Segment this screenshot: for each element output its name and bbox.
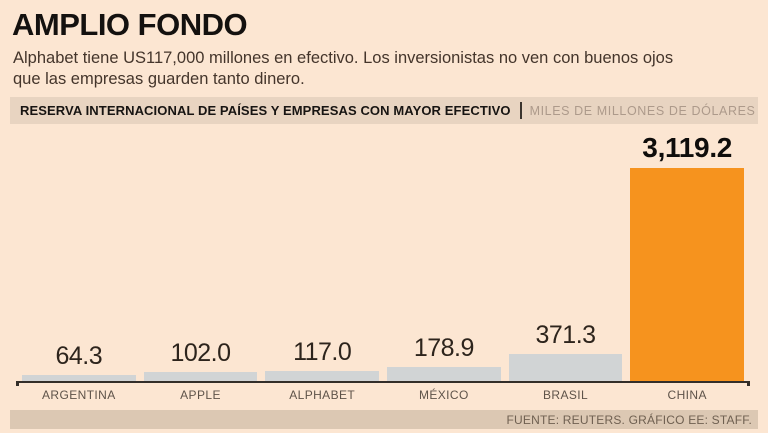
subtitle-line-1: Alphabet tiene US117,000 millones en efe… [13,49,674,67]
chart-title: RESERVA INTERNACIONAL DE PAÍSES Y EMPRES… [20,103,511,118]
source-credit: FUENTE: REUTERS. GRÁFICO EE: STAFF. [506,412,752,427]
chart-units-label: MILES DE MILLONES DE DÓLARES [529,103,756,118]
source-strip: FUENTE: REUTERS. GRÁFICO EE: STAFF. [10,410,758,429]
bar-value-apple: 102.0 [170,339,231,367]
bar-argentina [22,375,136,382]
bar-column-china: 3,119.2 CHINA [630,132,745,402]
x-axis-line [16,381,750,383]
bar-china [630,168,745,382]
bar-column-brasil: 371.3 BRASIL [508,168,623,402]
bar-apple [143,372,258,382]
bar-column-méxico: 178.9 MÉXICO [387,168,501,402]
bar-value-alphabet: 117.0 [293,338,352,366]
x-axis-tick-left [16,381,19,386]
bar-brasil [508,354,623,382]
page-title: AMPLIO FONDO [12,7,248,42]
bar-category-argentina: ARGENTINA [42,388,116,402]
bar-value-argentina: 64.3 [55,342,103,370]
header-separator [519,102,522,119]
bar-column-argentina: 64.3 ARGENTINA [22,168,136,402]
bar-alphabet [265,371,380,382]
bar-category-méxico: MÉXICO [418,388,469,402]
bar-column-apple: 102.0 APPLE [143,168,258,402]
bar-category-brasil: BRASIL [542,388,589,402]
bar-value-méxico: 178.9 [413,334,475,362]
x-axis-tick-right [747,381,750,386]
bar-category-apple: APPLE [180,388,221,402]
bar-value-china: 3,119.2 [642,132,733,163]
bar-column-alphabet: 117.0 ALPHABET [265,168,380,402]
bar-category-alphabet: ALPHABET [289,388,356,402]
bar-chart: 64.3 ARGENTINA 102.0 APPLE 117.0 ALPHABET 178.… [22,132,745,402]
page-subtitle: Alphabet tiene US117,000 millones en efe… [13,48,673,90]
subtitle-line-2: que las empresas guarden tanto dinero. [13,70,305,88]
bar-category-china: CHINA [667,388,707,402]
bar-value-brasil: 371.3 [535,321,596,349]
chart-header-strip: RESERVA INTERNACIONAL DE PAÍSES Y EMPRES… [10,97,758,124]
bar-méxico [387,367,501,382]
